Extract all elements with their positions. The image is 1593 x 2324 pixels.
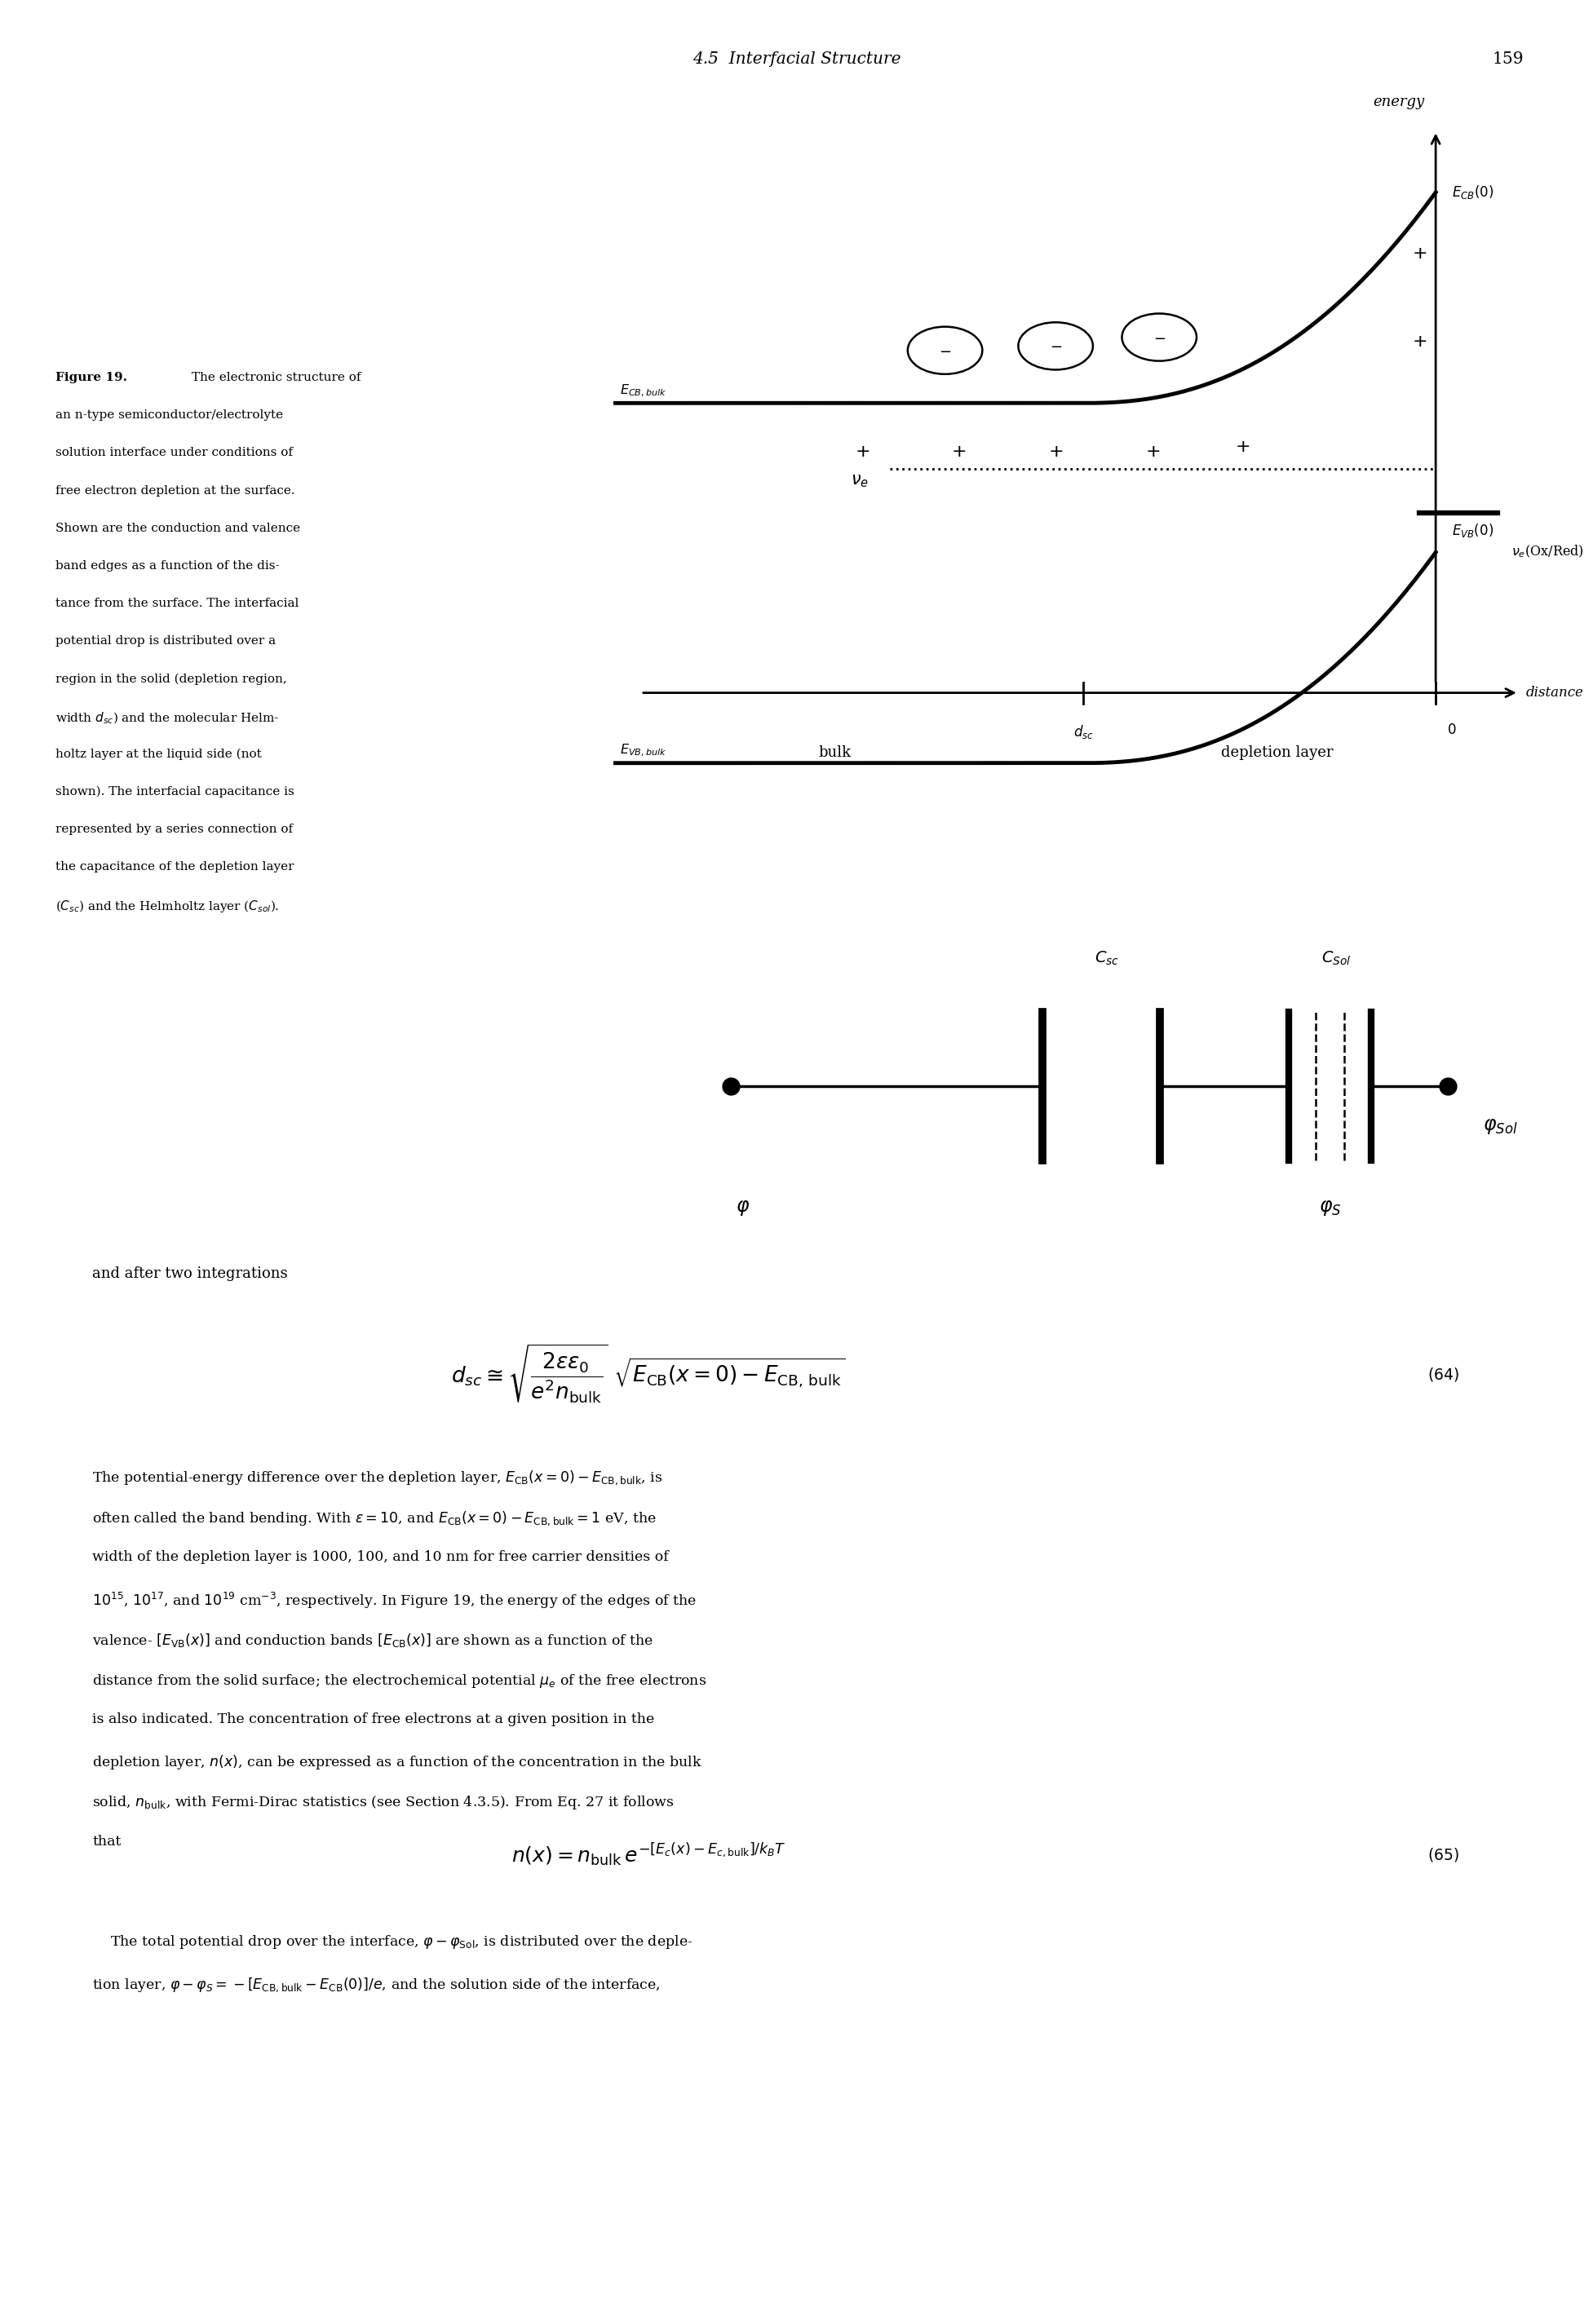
Text: depletion layer, $n(x)$, can be expressed as a function of the concentration in : depletion layer, $n(x)$, can be expresse…	[92, 1755, 703, 1771]
Text: $+$: $+$	[951, 442, 967, 460]
Text: $-$: $-$	[1050, 339, 1063, 353]
Text: tion layer, $\varphi - \varphi_S = -[E_{\mathrm{CB,bulk}} - E_{\mathrm{CB}}(0)]/: tion layer, $\varphi - \varphi_S = -[E_{…	[92, 1975, 661, 1994]
Text: $n(x) = n_{\mathrm{bulk}}\,e^{-[E_c(x)-E_{c,\mathrm{bulk}}]/k_BT}$: $n(x) = n_{\mathrm{bulk}}\,e^{-[E_c(x)-E…	[511, 1841, 785, 1868]
Text: band edges as a function of the dis-: band edges as a function of the dis-	[56, 560, 280, 572]
Text: tance from the surface. The interfacial: tance from the surface. The interfacial	[56, 597, 299, 609]
Text: $\mathit{\nu}_e$: $\mathit{\nu}_e$	[851, 474, 870, 490]
Text: $+$: $+$	[1235, 437, 1249, 456]
Text: often called the band bending. With $\varepsilon = 10$, and $E_{\mathrm{CB}}(x =: often called the band bending. With $\va…	[92, 1511, 656, 1527]
Text: $-$: $-$	[1153, 330, 1166, 344]
Text: $(64)$: $(64)$	[1427, 1367, 1459, 1383]
Text: $-$: $-$	[938, 344, 951, 358]
Text: $d_{sc}$: $d_{sc}$	[1074, 723, 1093, 741]
Text: $C_{sc}$: $C_{sc}$	[1094, 951, 1118, 967]
Text: solid, $n_{\mathrm{bulk}}$, with Fermi-Dirac statistics (see Section 4.3.5). Fro: solid, $n_{\mathrm{bulk}}$, with Fermi-D…	[92, 1794, 675, 1810]
Text: The electronic structure of: The electronic structure of	[188, 372, 362, 383]
Text: Shown are the conduction and valence: Shown are the conduction and valence	[56, 523, 301, 535]
Text: The total potential drop over the interface, $\varphi - \varphi_{\mathrm{Sol}}$,: The total potential drop over the interf…	[92, 1934, 693, 1950]
Text: $+$: $+$	[1411, 332, 1427, 351]
Text: potential drop is distributed over a: potential drop is distributed over a	[56, 634, 276, 646]
Text: $E_{VB,bulk}$: $E_{VB,bulk}$	[620, 744, 667, 758]
Text: bulk: bulk	[819, 746, 851, 760]
Text: distance: distance	[1526, 686, 1583, 700]
Text: 159: 159	[1493, 51, 1525, 67]
Text: $+$: $+$	[1145, 442, 1160, 460]
Text: $E_{VB}(0)$: $E_{VB}(0)$	[1453, 523, 1494, 539]
Text: $(65)$: $(65)$	[1427, 1845, 1459, 1864]
Text: $C_{Sol}$: $C_{Sol}$	[1321, 951, 1351, 967]
Text: $\mathit{\nu}_e$(Ox/Red): $\mathit{\nu}_e$(Ox/Red)	[1512, 544, 1583, 560]
Text: $10^{15}$, $10^{17}$, and $10^{19}$ cm$^{-3}$, respectively. In Figure 19, the e: $10^{15}$, $10^{17}$, and $10^{19}$ cm$^…	[92, 1592, 696, 1611]
Text: and after two integrations: and after two integrations	[92, 1267, 288, 1281]
Text: $+$: $+$	[1048, 442, 1063, 460]
Text: Figure 19.: Figure 19.	[56, 372, 127, 383]
Text: $\varphi_S$: $\varphi_S$	[1319, 1199, 1341, 1218]
Text: $0$: $0$	[1446, 723, 1456, 737]
Text: solution interface under conditions of: solution interface under conditions of	[56, 446, 293, 458]
Text: The potential-energy difference over the depletion layer, $E_{\mathrm{CB}}(x = 0: The potential-energy difference over the…	[92, 1469, 663, 1487]
Text: energy: energy	[1373, 95, 1424, 109]
Text: $\varphi_{Sol}$: $\varphi_{Sol}$	[1483, 1118, 1518, 1136]
Text: width $d_{sc}$) and the molecular Helm-: width $d_{sc}$) and the molecular Helm-	[56, 711, 279, 725]
Text: depletion layer: depletion layer	[1220, 746, 1333, 760]
Text: $+$: $+$	[855, 442, 870, 460]
Text: $\varphi$: $\varphi$	[736, 1199, 750, 1218]
Text: $d_{sc} \cong \sqrt{\dfrac{2\varepsilon\varepsilon_0}{e^2 n_{\mathrm{bulk}}}}\ \: $d_{sc} \cong \sqrt{\dfrac{2\varepsilon\…	[451, 1343, 846, 1406]
Text: valence- $[E_{\mathrm{VB}}(x)]$ and conduction bands $[E_{\mathrm{CB}}(x)]$ are : valence- $[E_{\mathrm{VB}}(x)]$ and cond…	[92, 1631, 653, 1648]
Text: shown). The interfacial capacitance is: shown). The interfacial capacitance is	[56, 786, 295, 797]
Text: region in the solid (depletion region,: region in the solid (depletion region,	[56, 674, 287, 686]
Text: $E_{CB,bulk}$: $E_{CB,bulk}$	[620, 383, 667, 400]
Text: $E_{CB}(0)$: $E_{CB}(0)$	[1453, 184, 1494, 200]
Text: 4.5  Interfacial Structure: 4.5 Interfacial Structure	[693, 51, 900, 67]
Text: width of the depletion layer is 1000, 100, and 10 nm for free carrier densities : width of the depletion layer is 1000, 10…	[92, 1550, 669, 1564]
Text: represented by a series connection of: represented by a series connection of	[56, 823, 293, 834]
Text: distance from the solid surface; the electrochemical potential $\mu_e$ of the fr: distance from the solid surface; the ele…	[92, 1673, 707, 1690]
Text: the capacitance of the depletion layer: the capacitance of the depletion layer	[56, 862, 295, 874]
Text: that: that	[92, 1836, 121, 1848]
Text: $+$: $+$	[1411, 244, 1427, 263]
Text: ($C_{sc}$) and the Helmholtz layer ($C_{sol}$).: ($C_{sc}$) and the Helmholtz layer ($C_{…	[56, 899, 279, 913]
Text: holtz layer at the liquid side (not: holtz layer at the liquid side (not	[56, 748, 261, 760]
Text: free electron depletion at the surface.: free electron depletion at the surface.	[56, 486, 295, 497]
Text: an n-type semiconductor/electrolyte: an n-type semiconductor/electrolyte	[56, 409, 284, 421]
Text: is also indicated. The concentration of free electrons at a given position in th: is also indicated. The concentration of …	[92, 1713, 655, 1727]
